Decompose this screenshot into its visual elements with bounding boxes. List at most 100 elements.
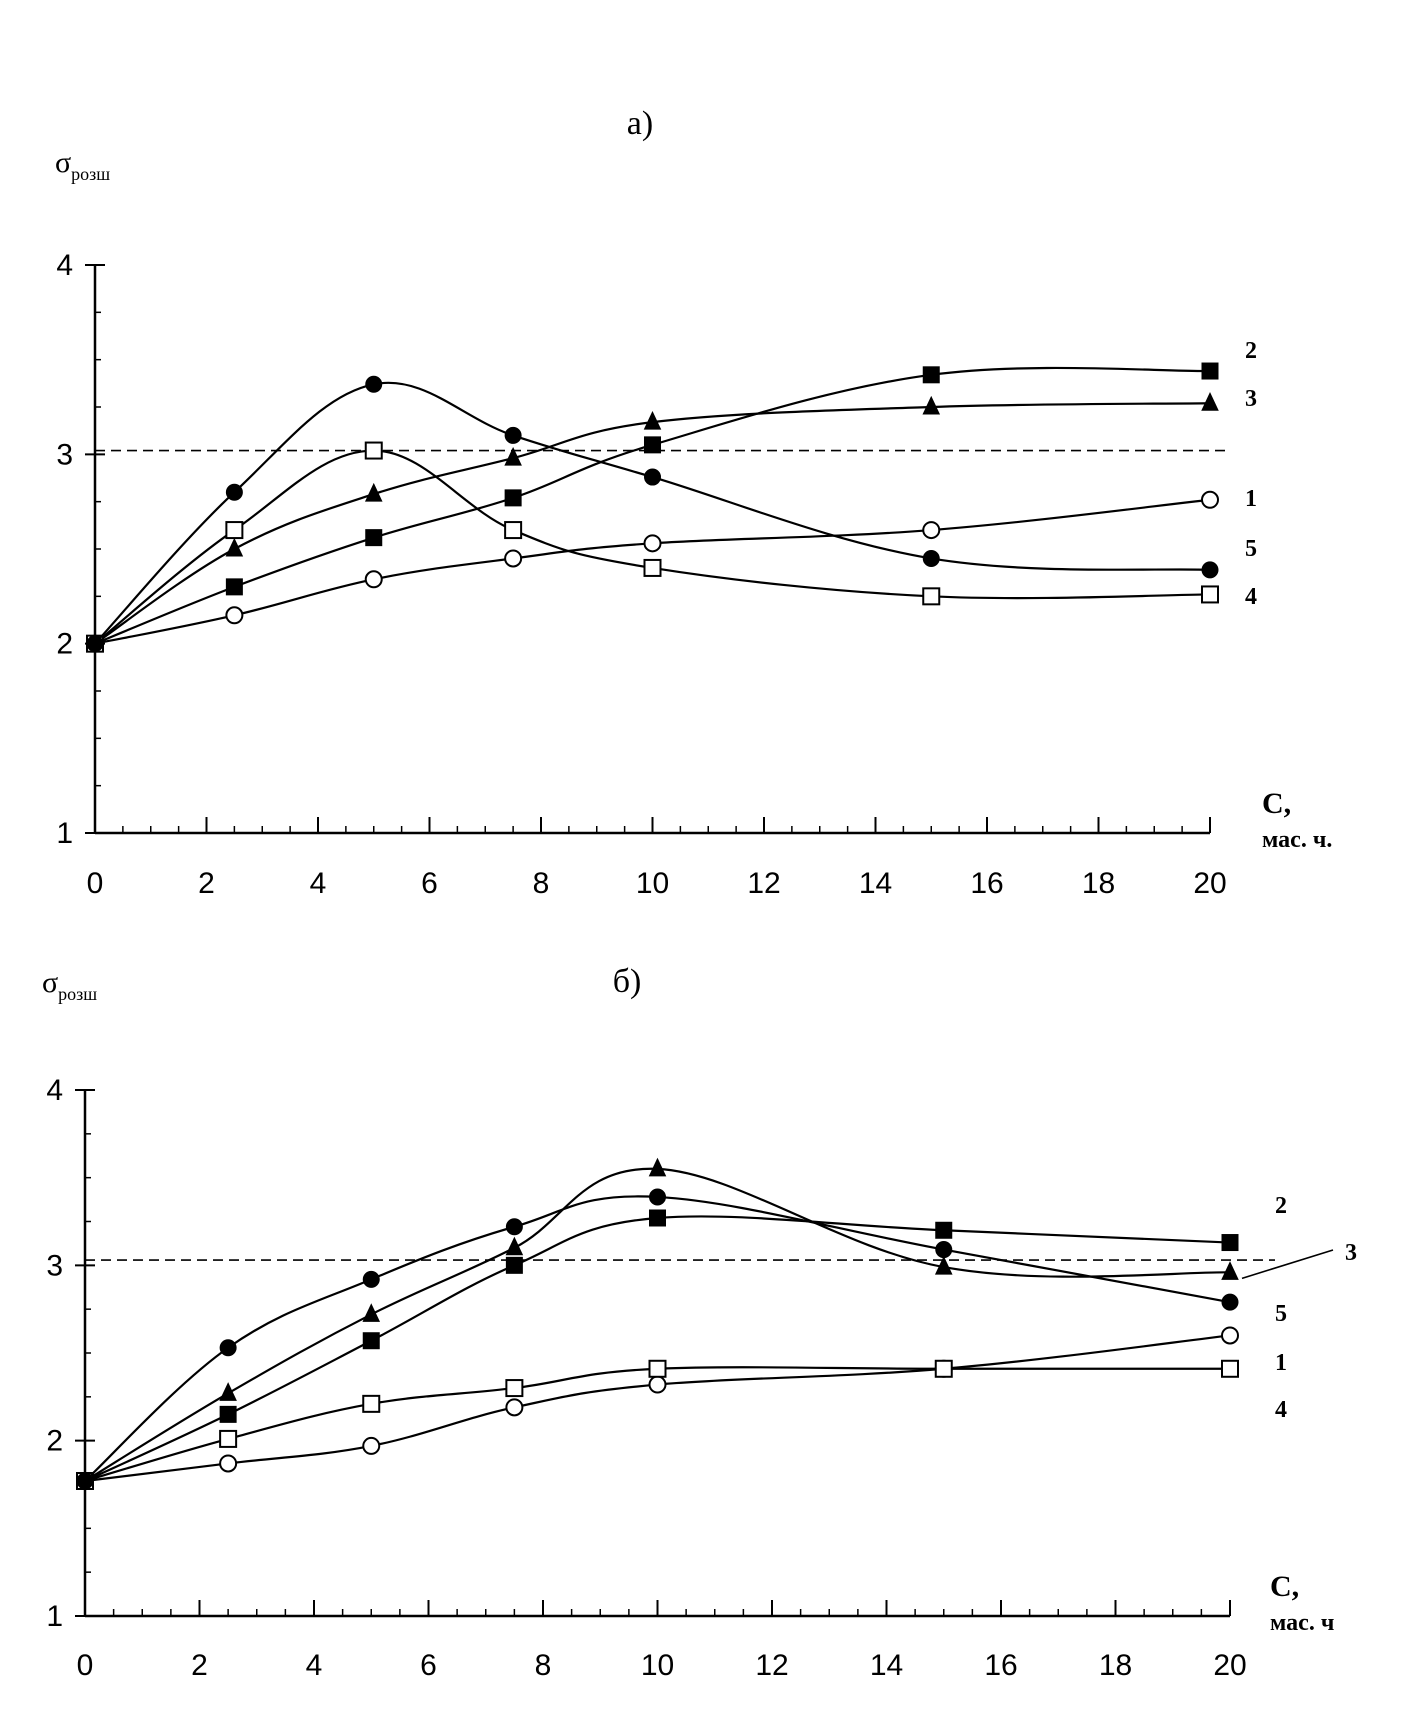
chart-b-data-point xyxy=(648,1157,667,1177)
chart-b-data-point xyxy=(1221,1234,1239,1252)
chart-a-data-point xyxy=(364,482,383,502)
chart-b-x-tick-label: 0 xyxy=(77,1649,94,1682)
chart-b-data-point xyxy=(362,1270,380,1288)
chart-a-y-tick-label: 4 xyxy=(56,249,73,282)
chart-a-x-tick-label: 10 xyxy=(636,867,669,900)
chart-a-data-point xyxy=(922,549,940,567)
chart-a-curve-label-5: 5 xyxy=(1245,536,1257,562)
chart-b-ylabel-sub: розш xyxy=(58,984,97,1004)
chart-a-data-point xyxy=(225,606,244,625)
chart-a-xlabel-line2: мас. ч. xyxy=(1262,827,1332,853)
chart-b-x-tick-label: 16 xyxy=(984,1649,1017,1682)
chart-b-x-tick-label: 18 xyxy=(1099,1649,1132,1682)
chart-a-data-point xyxy=(1201,362,1219,380)
chart-b-ylabel-main: σ xyxy=(42,966,58,999)
chart-b-x-tick-label: 8 xyxy=(535,1649,552,1682)
chart-b-data-point xyxy=(219,1382,237,1401)
chart-b-data-point xyxy=(362,1436,381,1455)
chart-b-x-tick-label: 20 xyxy=(1213,1649,1246,1682)
chart-b-curve-label-3: 3 xyxy=(1345,1240,1357,1266)
chart-b-data-point xyxy=(219,1454,238,1473)
chart-b-curve-label-5: 5 xyxy=(1275,1301,1287,1327)
chart-a-series-line-1 xyxy=(94,498,1211,645)
chart-a-data-point xyxy=(1201,490,1219,509)
chart-b-x-tick-label: 12 xyxy=(755,1649,788,1682)
chart-b-series-line-1 xyxy=(84,1334,1231,1483)
chart-a-series-5: 5 xyxy=(86,375,1257,653)
chart-a-curve-label-4: 4 xyxy=(1245,584,1257,610)
chart-a-data-point xyxy=(365,529,383,547)
chart-a-y-tick-label: 1 xyxy=(56,817,73,850)
chart-b-data-point xyxy=(1221,1261,1239,1280)
chart-a-data-point xyxy=(643,558,662,577)
chart-b-x-tick-label: 4 xyxy=(306,1649,323,1682)
chart-b-data-point xyxy=(1221,1359,1239,1378)
chart-a-svg: а) σрозш С, мас. ч. 0 2 4 6 8 10 12 14 16 18 20123… xyxy=(55,105,1332,900)
chart-b-x-tick-label: 10 xyxy=(641,1649,674,1682)
chart-a-xlabel-line1: С, xyxy=(1262,787,1291,820)
chart-a-title: а) xyxy=(627,105,653,142)
chart-b-data-point xyxy=(1221,1293,1239,1311)
chart-b-y-tick-label: 2 xyxy=(46,1425,63,1458)
chart-b-series-1: 1 xyxy=(76,1326,1287,1490)
chart-a-data-point xyxy=(922,521,941,540)
chart-b-series-line-2 xyxy=(84,1215,1231,1482)
chart-b-xlabel-line2: мас. ч xyxy=(1270,1610,1334,1636)
chart-b-x-tick-label: 14 xyxy=(870,1649,903,1682)
chart-a-data-point xyxy=(922,366,940,384)
chart-a-data-point xyxy=(504,521,523,540)
chart-a-x-tick-label: 16 xyxy=(970,867,1003,900)
chart-a-x-tick-label: 18 xyxy=(1082,867,1115,900)
chart-a-data-point xyxy=(643,534,662,553)
chart-a-data-point xyxy=(86,635,104,653)
chart-b-label-3-leader xyxy=(1241,1249,1334,1280)
chart-a-data-point xyxy=(504,489,522,507)
chart-b-data-point xyxy=(648,1359,667,1378)
chart-a-y-tick-label: 3 xyxy=(56,438,73,471)
chart-b-data-point xyxy=(505,1379,524,1398)
chart-a-x-tick-label: 4 xyxy=(310,867,327,900)
chart-b-svg: б) σрозш С, мас. ч 0 2 4 6 8 10 12 14 16 18 201234… xyxy=(42,963,1357,1682)
chart-a-x-tick-label: 12 xyxy=(747,867,780,900)
chart-b-data-point xyxy=(219,1429,238,1448)
chart-a-series-3: 3 xyxy=(86,386,1257,652)
chart-b-data-point xyxy=(362,1303,381,1322)
chart-a-x-tick-label: 0 xyxy=(87,867,104,900)
chart-a-data-point xyxy=(504,426,522,444)
chart-b-series-line-3 xyxy=(84,1167,1231,1482)
chart-a-data-point xyxy=(225,521,244,540)
chart-b-series-5: 5 xyxy=(76,1188,1287,1490)
chart-a-data-point xyxy=(644,468,661,486)
chart-b-data-point xyxy=(505,1236,524,1256)
chart-b-curve-label-4: 4 xyxy=(1275,1397,1287,1423)
chart-a-ylabel: σрозш xyxy=(55,146,110,184)
chart-a-curve-label-3: 3 xyxy=(1245,386,1257,412)
chart-b-xlabel-line1: С, xyxy=(1270,1570,1299,1603)
chart-b-data-point xyxy=(505,1398,524,1417)
chart-b-data-point xyxy=(505,1256,523,1274)
chart-a-x-tick-label: 6 xyxy=(421,867,438,900)
chart-b-y-tick-label: 3 xyxy=(46,1249,63,1282)
chart-a-data-point xyxy=(225,578,243,596)
chart-b-ylabel: σрозш xyxy=(42,966,97,1004)
chart-a-curve-label-2: 2 xyxy=(1245,338,1257,364)
chart-b-curve-label-2: 2 xyxy=(1275,1193,1287,1219)
chart-a-data-point xyxy=(364,441,383,460)
chart-b-data-point xyxy=(362,1394,381,1413)
chart-b-y-tick-label: 4 xyxy=(46,1074,63,1107)
chart-b-data-point xyxy=(935,1241,953,1259)
chart-a-series-line-2 xyxy=(94,366,1211,645)
chart-panel-b: б) σрозш С, мас. ч 0 2 4 6 8 10 12 14 16 18 20 1 2 3 4… xyxy=(0,900,1421,1715)
chart-a-y-tick-label: 2 xyxy=(56,628,73,661)
chart-b-data-point xyxy=(1221,1326,1239,1345)
chart-b-data-point xyxy=(362,1332,380,1350)
chart-a-data-point xyxy=(1201,561,1219,579)
chart-a-data-point xyxy=(922,587,941,606)
chart-a-x-tick-label: 14 xyxy=(859,867,892,900)
chart-a-x-tick-label: 2 xyxy=(198,867,215,900)
chart-a-ylabel-sub: розш xyxy=(71,164,110,184)
chart-a-x-tick-label: 20 xyxy=(1193,867,1226,900)
chart-b-series-4: 4 xyxy=(76,1359,1287,1490)
chart-panel-a: а) σрозш С, мас. ч. 0 2 4 6 8 10 12 14 16 18 20 1 2 3… xyxy=(55,105,1332,900)
